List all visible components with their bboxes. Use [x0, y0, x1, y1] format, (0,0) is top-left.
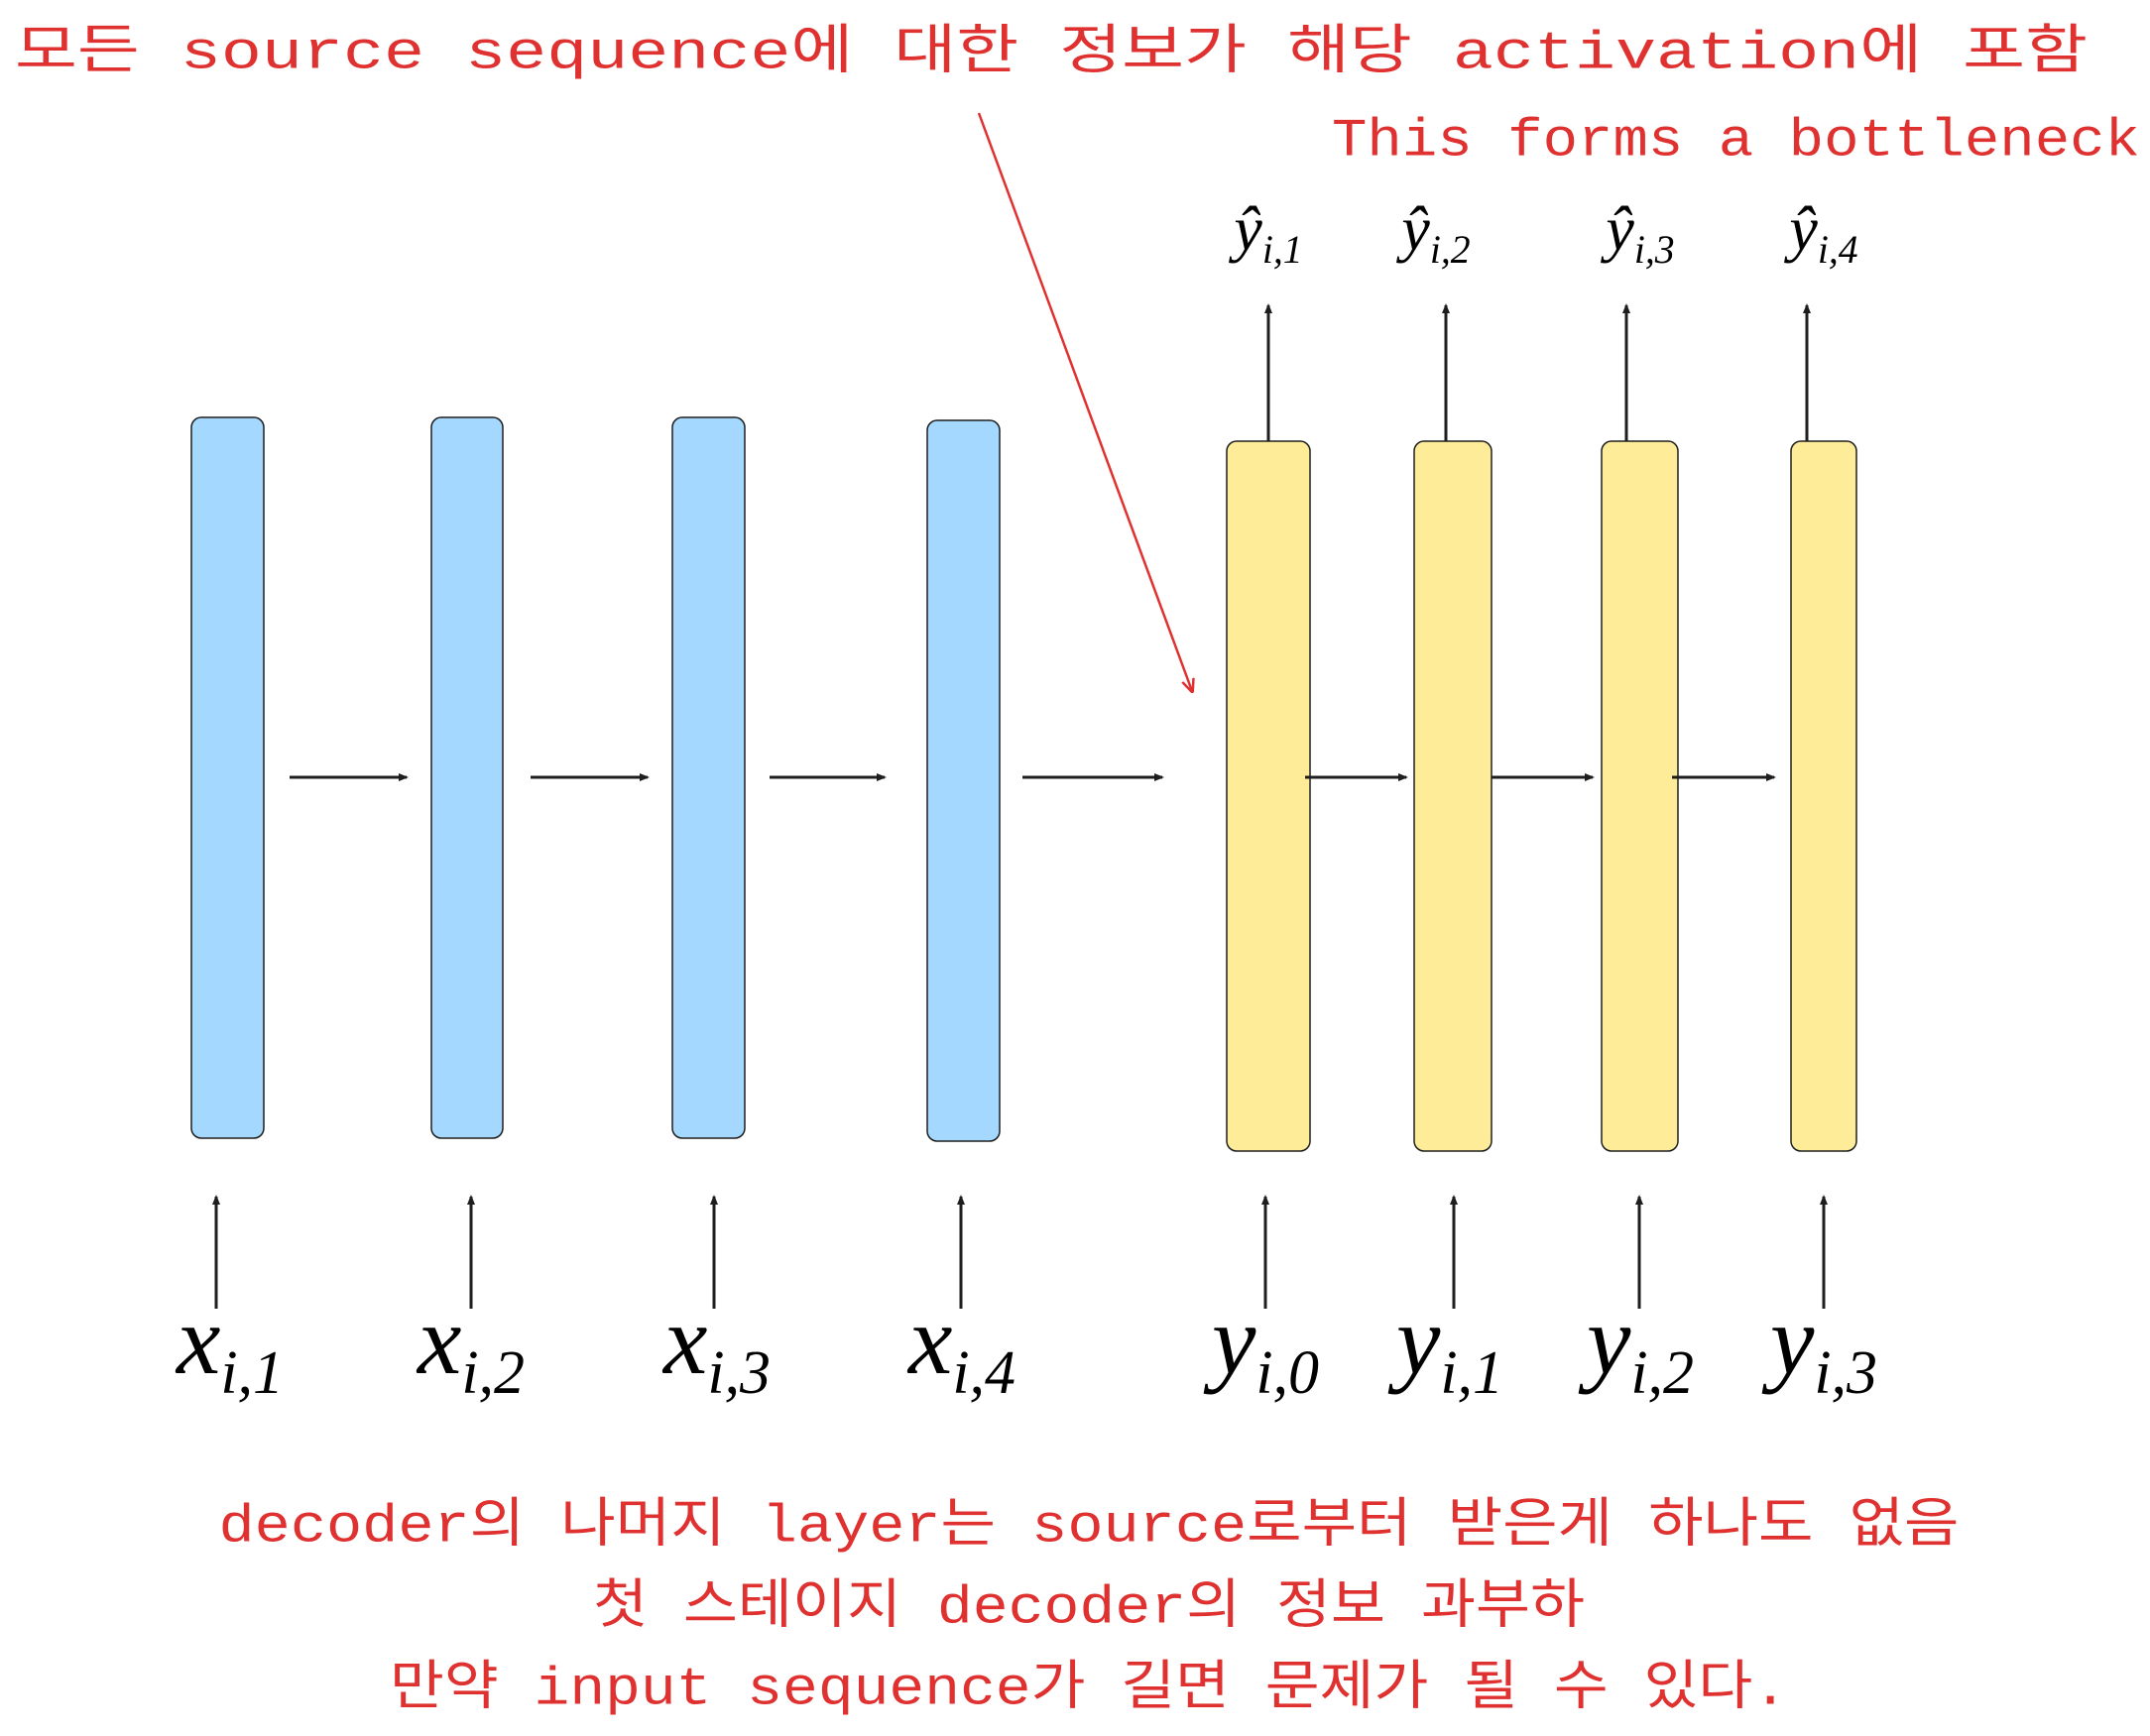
- math-label: xi,3: [661, 1285, 771, 1407]
- encoder-cell: [430, 416, 504, 1139]
- math-label: yi,3: [1761, 1285, 1877, 1407]
- label-base: y: [1203, 1285, 1256, 1395]
- decoder-cell: [1226, 440, 1311, 1152]
- math-label: yi,0: [1203, 1285, 1319, 1407]
- math-label: ŷi,3: [1600, 193, 1674, 272]
- math-label: ŷi,1: [1228, 193, 1302, 272]
- label-base: ŷ: [1600, 193, 1634, 264]
- math-label: ŷi,2: [1395, 193, 1470, 272]
- top-annotation: 모든 source sequence에 대한 정보가 해당 activation…: [15, 22, 2088, 84]
- math-label: yi,2: [1578, 1285, 1694, 1407]
- label-sub: i,4: [1818, 228, 1858, 272]
- layout: xi,1 xi,2 xi,3 xi,4 yi,0 yi,1 yi,2 yi,3ŷi,1 ŷi,2…: [175, 193, 1877, 1407]
- label-sub: i,3: [1634, 228, 1675, 272]
- label-sub: i,0: [1255, 1339, 1319, 1407]
- decoder-cell: [1790, 440, 1857, 1152]
- label-sub: i,2: [1630, 1339, 1694, 1407]
- label-sub: i,1: [1262, 228, 1303, 272]
- label-sub: i,4: [952, 1339, 1015, 1407]
- label-base: x: [175, 1285, 220, 1395]
- label-base: ŷ: [1783, 193, 1818, 264]
- label-sub: i,1: [220, 1339, 284, 1407]
- label-base: y: [1387, 1285, 1441, 1395]
- annotation-arrow: [977, 112, 1192, 691]
- label-sub: i,3: [1814, 1339, 1877, 1407]
- bottom-annotation: 만약 input sequence가 길면 문제가 될 수 있다.: [390, 1658, 1788, 1720]
- math-label: yi,1: [1387, 1285, 1503, 1407]
- label-sub: i,3: [707, 1339, 771, 1407]
- bottleneck-annotation: This forms a bottleneck: [1332, 111, 2140, 172]
- math-label: xi,4: [906, 1285, 1015, 1407]
- bottom-annotation: 첫 스테이지 decoder의 정보 과부하: [593, 1576, 1585, 1639]
- decoder-cell: [1601, 440, 1679, 1152]
- bottom-annotation: decoder의 나머지 layer는 source로부터 받은게 하나도 없음: [219, 1495, 1960, 1558]
- label-base: x: [661, 1285, 707, 1395]
- math-label: xi,1: [175, 1285, 284, 1407]
- encoder-cell: [926, 419, 1001, 1142]
- encoder-cell: [190, 416, 265, 1139]
- label-base: y: [1761, 1285, 1815, 1395]
- label-base: ŷ: [1228, 193, 1262, 264]
- label-sub: i,2: [461, 1339, 525, 1407]
- label-base: y: [1578, 1285, 1631, 1395]
- math-label: ŷi,4: [1783, 193, 1857, 272]
- decoder-cell: [1413, 440, 1493, 1152]
- label-sub: i,2: [1430, 228, 1471, 272]
- label-base: x: [906, 1285, 952, 1395]
- label-base: ŷ: [1395, 193, 1430, 264]
- encoder-cell: [671, 416, 746, 1139]
- math-label: xi,2: [416, 1285, 525, 1407]
- label-base: x: [416, 1285, 461, 1395]
- label-sub: i,1: [1440, 1339, 1503, 1407]
